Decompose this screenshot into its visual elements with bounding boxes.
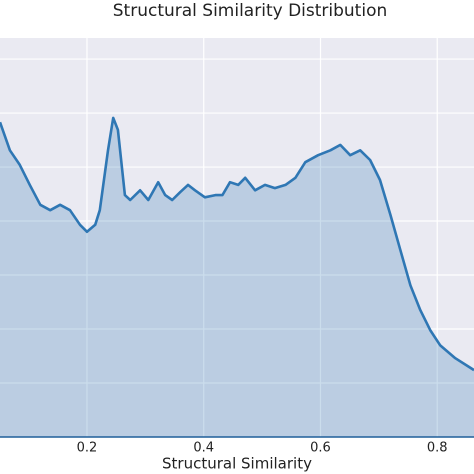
plot-background (0, 38, 474, 437)
x-tick-label: 0.4 (193, 441, 214, 456)
x-axis-label: Structural Similarity (162, 455, 312, 473)
chart-title: Structural Similarity Distribution (113, 1, 388, 21)
line (0, 116, 474, 372)
area (0, 117, 474, 438)
x-tick-label: 0.6 (310, 441, 331, 456)
x-tick-label: 0.2 (77, 441, 98, 456)
x-tick-label: 0.8 (427, 441, 448, 456)
